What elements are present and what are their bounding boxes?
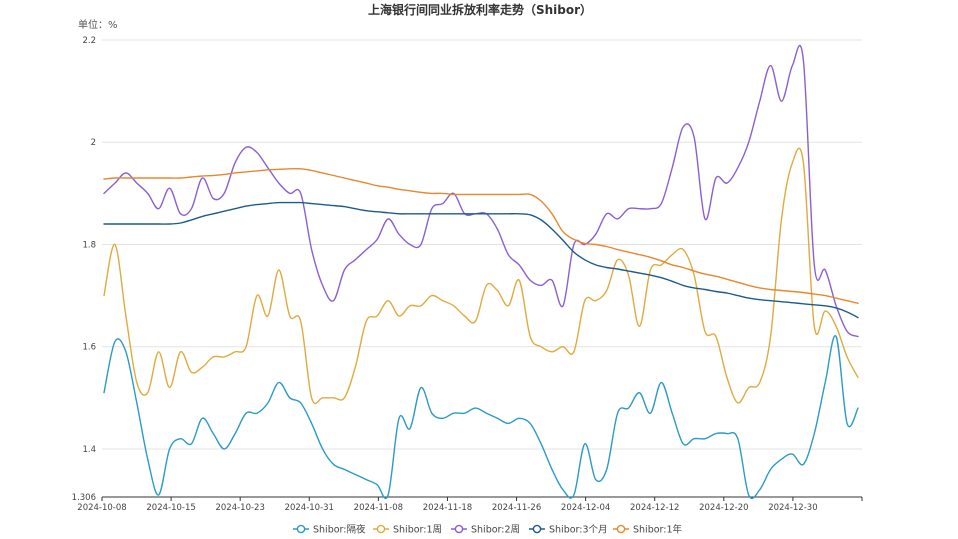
- x-tick-label: 2024-11-18: [423, 503, 472, 513]
- legend-marker-icon: [454, 524, 464, 534]
- legend-marker-icon: [616, 524, 626, 534]
- series-line-1: [103, 147, 859, 405]
- x-tick-label: 2024-10-15: [146, 503, 195, 513]
- legend-marker-icon: [376, 524, 386, 534]
- series-line-2: [103, 44, 859, 338]
- legend-label: Shibor:3个月: [549, 525, 608, 536]
- x-axis: 2024-10-08 2024-10-15 2024-10-23 2024-10-31…: [77, 496, 863, 513]
- series-line-4: [103, 167, 859, 304]
- series-line-0: [103, 335, 859, 500]
- x-tick-label: 2024-12-04: [561, 503, 610, 513]
- legend-label: Shibor:1周: [393, 525, 442, 536]
- y-tick-label: 1.4: [82, 445, 96, 455]
- grid-lines: [102, 39, 862, 450]
- y-tick-label: 1.6: [82, 343, 96, 353]
- legend-item-0[interactable]: Shibor:隔夜: [293, 524, 366, 536]
- legend-item-2[interactable]: Shibor:2周: [451, 525, 520, 536]
- y-tick-label: 1.8: [82, 240, 96, 250]
- legend-item-3[interactable]: Shibor:3个月: [529, 525, 608, 536]
- series-lines: [103, 44, 859, 500]
- unit-label: 单位：%: [78, 18, 118, 31]
- legend[interactable]: Shibor:隔夜 Shibor:1周 Shibor:2周 Shibor:3个月 Shi…: [293, 524, 683, 536]
- x-tick-label: 2024-11-08: [354, 503, 403, 513]
- x-tick-label: 2024-10-08: [77, 503, 126, 513]
- legend-marker-icon: [296, 524, 306, 534]
- series-line-3: [103, 201, 859, 319]
- legend-item-1[interactable]: Shibor:1周: [373, 525, 442, 536]
- x-tick-label: 2024-12-20: [699, 503, 748, 513]
- legend-item-4[interactable]: Shibor:1年: [613, 524, 683, 536]
- legend-marker-icon: [532, 524, 542, 534]
- x-tick-label: 2024-12-30: [768, 503, 817, 513]
- y-tick-label: 1.306: [72, 493, 96, 503]
- y-tick-label: 2.2: [82, 36, 96, 46]
- x-tick-label: 2024-10-23: [215, 503, 264, 513]
- chart-title: 上海银行间同业拆放利率走势（Shibor）: [368, 2, 592, 17]
- legend-label: Shibor:1年: [633, 524, 683, 536]
- x-tick-label: 2024-10-31: [285, 503, 334, 513]
- y-axis-ticks: 1.306 1.4 1.6 1.8 2 2.2: [72, 36, 96, 503]
- x-tick-label: 2024-11-26: [492, 503, 541, 513]
- legend-label: Shibor:2周: [471, 525, 520, 536]
- y-tick-label: 2: [91, 138, 96, 148]
- x-tick-label: 2024-12-12: [630, 503, 679, 513]
- legend-label: Shibor:隔夜: [313, 524, 366, 536]
